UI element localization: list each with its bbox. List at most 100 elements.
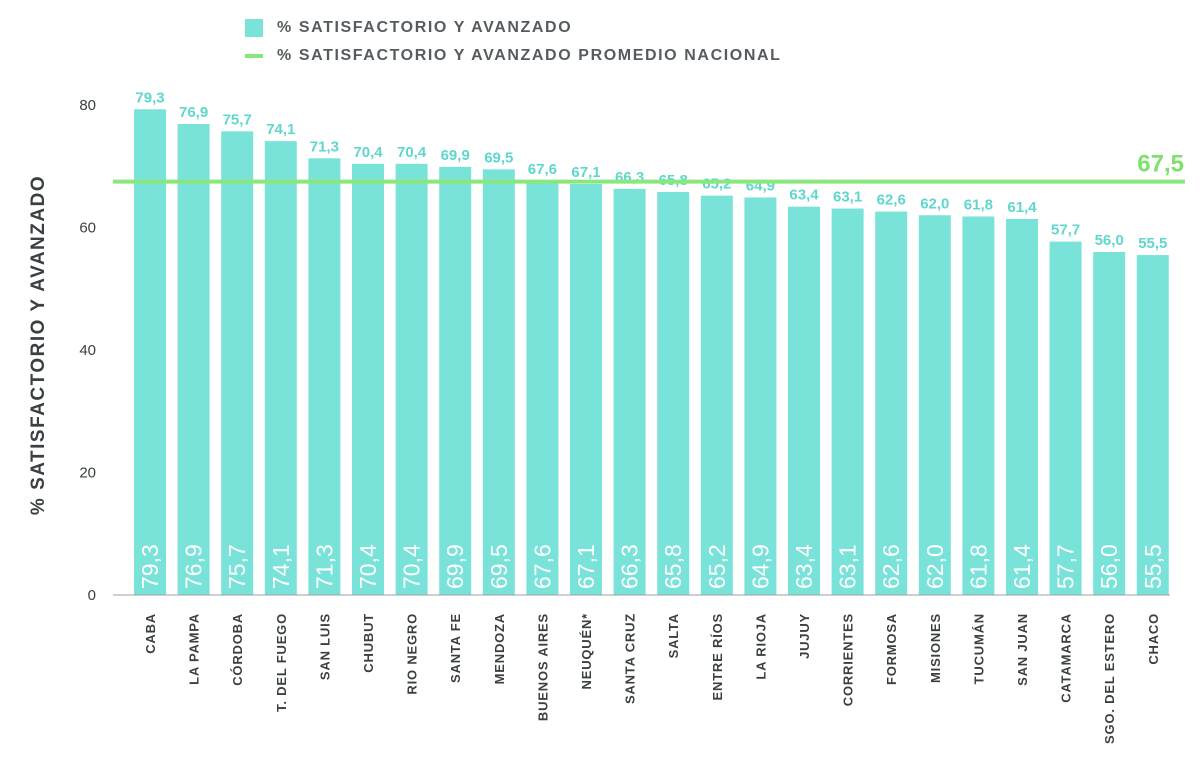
bar-value-label: 63,4 xyxy=(789,187,819,204)
bar-value-label: 76,9 xyxy=(179,104,208,121)
x-tick-label: ENTRE RÍOS xyxy=(710,613,725,700)
bar-value-label: 62,0 xyxy=(920,195,949,212)
bar xyxy=(700,195,733,595)
x-tick-label: BUENOS AIRES xyxy=(535,613,550,721)
bar-inner-value-label: 70,4 xyxy=(399,544,425,589)
bar xyxy=(962,216,995,595)
x-tick-label: NEUQUÉN* xyxy=(579,613,594,690)
y-tick-label: 60 xyxy=(79,220,96,237)
x-tick-label: SAN LUIS xyxy=(317,613,332,680)
bar-inner-value-label: 71,3 xyxy=(311,544,337,589)
x-tick-label: T. DEL FUEGO xyxy=(274,613,289,712)
bar xyxy=(918,215,951,595)
bar xyxy=(875,211,908,595)
bar xyxy=(482,169,515,595)
x-tick-label: MISIONES xyxy=(928,613,943,683)
bar xyxy=(395,163,428,596)
x-tick-label: CÓRDOBA xyxy=(230,613,245,686)
average-reference-label: 67,5 xyxy=(1137,151,1184,178)
bar-inner-value-label: 63,1 xyxy=(835,544,861,589)
bar xyxy=(177,123,210,596)
bar xyxy=(308,158,341,595)
bar-value-label: 70,4 xyxy=(353,144,383,161)
bar-inner-value-label: 61,8 xyxy=(965,544,991,589)
bar xyxy=(613,188,646,595)
bar xyxy=(134,109,166,595)
bar-value-label: 79,3 xyxy=(135,89,164,106)
bar-value-label: 67,1 xyxy=(571,164,600,181)
bar xyxy=(1136,255,1169,595)
x-tick-label: CHUBUT xyxy=(361,613,376,673)
x-tick-label: CORRIENTES xyxy=(841,613,856,706)
bar xyxy=(1093,252,1126,595)
bar-value-label: 70,4 xyxy=(397,144,427,161)
bar-inner-value-label: 65,2 xyxy=(704,544,730,589)
bar xyxy=(352,163,384,596)
bar-value-label: 69,9 xyxy=(441,147,470,164)
bar-value-label: 57,7 xyxy=(1051,222,1080,239)
legend-item-bars: % SATISFACTORIO Y AVANZADO xyxy=(245,14,782,42)
bar-inner-value-label: 74,1 xyxy=(268,544,294,589)
bar-inner-value-label: 75,7 xyxy=(224,544,250,589)
x-tick-label: SGO. DEL ESTERO xyxy=(1102,613,1117,744)
bar xyxy=(570,184,602,595)
bar xyxy=(1006,218,1038,596)
bar xyxy=(744,197,777,596)
bar-inner-value-label: 62,6 xyxy=(878,544,904,589)
bar xyxy=(264,141,297,595)
legend-label-average: % SATISFACTORIO Y AVANZADO PROMEDIO NACI… xyxy=(277,47,782,64)
bar xyxy=(439,166,472,596)
bar-value-label: 61,4 xyxy=(1007,199,1037,216)
y-axis-label: % SATISFACTORIO Y AVANZADO xyxy=(28,175,49,515)
bar-inner-value-label: 70,4 xyxy=(355,544,381,589)
bar-inner-value-label: 65,8 xyxy=(660,544,686,589)
bar-inner-value-label: 56,0 xyxy=(1096,544,1122,589)
x-tick-label: JUJUY xyxy=(797,613,812,659)
bar xyxy=(831,208,864,595)
x-tick-label: TUCUMÁN xyxy=(971,613,986,684)
bar-inner-value-label: 57,7 xyxy=(1053,544,1079,589)
legend-item-average: % SATISFACTORIO Y AVANZADO PROMEDIO NACI… xyxy=(245,42,782,70)
bar-inner-value-label: 63,4 xyxy=(791,544,817,589)
bar-value-label: 67,6 xyxy=(528,161,557,178)
bar xyxy=(1049,241,1082,595)
bar-inner-value-label: 64,9 xyxy=(747,544,773,589)
legend-swatch-bars xyxy=(245,19,263,37)
bar-value-label: 74,1 xyxy=(266,121,295,138)
bar-inner-value-label: 76,9 xyxy=(181,544,207,589)
bar-inner-value-label: 61,4 xyxy=(1009,544,1035,589)
bar-value-label: 61,8 xyxy=(964,196,993,213)
x-tick-label: RIO NEGRO xyxy=(405,613,420,695)
bar-value-label: 62,6 xyxy=(877,192,906,209)
bar-inner-value-label: 69,5 xyxy=(486,544,512,589)
legend-label-bars: % SATISFACTORIO Y AVANZADO xyxy=(277,19,573,36)
bar-value-label: 63,1 xyxy=(833,189,862,206)
bar-value-label: 69,5 xyxy=(484,149,513,166)
x-tick-label: SALTA xyxy=(666,613,681,658)
x-tick-label: LA RIOJA xyxy=(753,613,768,680)
bar xyxy=(526,180,559,595)
bar-inner-value-label: 66,3 xyxy=(617,544,643,589)
x-tick-label: CATAMARCA xyxy=(1059,613,1074,703)
x-tick-label: SANTA CRUZ xyxy=(623,613,638,704)
bar-inner-value-label: 55,5 xyxy=(1140,544,1166,589)
x-tick-label: FORMOSA xyxy=(884,613,899,685)
y-tick-label: 0 xyxy=(88,587,96,604)
bar-inner-value-label: 79,3 xyxy=(137,544,163,589)
bar-value-label: 71,3 xyxy=(310,138,339,155)
x-tick-label: LA PAMPA xyxy=(187,613,202,685)
bar xyxy=(221,131,254,595)
bar-inner-value-label: 67,1 xyxy=(573,544,599,589)
bar-value-label: 56,0 xyxy=(1095,232,1124,249)
bar-value-label: 75,7 xyxy=(223,111,252,128)
x-tick-label: MENDOZA xyxy=(492,613,507,684)
x-tick-label: CABA xyxy=(143,613,158,654)
bar-value-label: 55,5 xyxy=(1138,235,1167,252)
x-tick-label: SANTA FE xyxy=(448,613,463,683)
legend-swatch-average-line xyxy=(245,54,263,58)
bar-value-label: 65,2 xyxy=(702,176,731,193)
y-tick-label: 80 xyxy=(79,97,96,114)
bar-inner-value-label: 69,9 xyxy=(442,544,468,589)
bar xyxy=(657,191,690,595)
